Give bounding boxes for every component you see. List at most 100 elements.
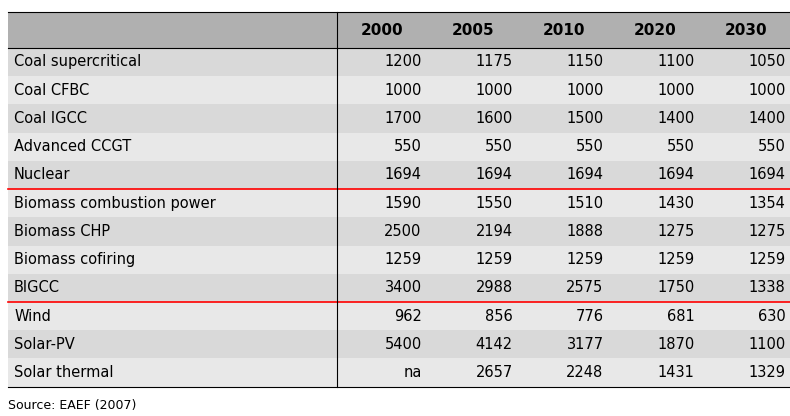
Bar <box>337 274 428 302</box>
Text: 1259: 1259 <box>385 252 422 267</box>
Bar <box>428 12 519 48</box>
Text: 1338: 1338 <box>749 280 785 295</box>
Bar <box>519 245 610 274</box>
Text: 5400: 5400 <box>385 337 422 352</box>
Text: Coal CFBC: Coal CFBC <box>14 83 89 98</box>
Text: 550: 550 <box>758 139 785 154</box>
Bar <box>610 161 701 189</box>
Bar <box>8 48 337 76</box>
Text: 1354: 1354 <box>749 196 785 210</box>
Bar <box>337 104 428 133</box>
Text: 550: 550 <box>394 139 422 154</box>
Bar <box>610 48 701 76</box>
Bar <box>428 161 519 189</box>
Text: 2020: 2020 <box>634 22 677 37</box>
Bar <box>8 330 337 359</box>
Bar <box>337 48 428 76</box>
Text: 1590: 1590 <box>385 196 422 210</box>
Bar <box>519 161 610 189</box>
Bar <box>701 274 790 302</box>
Text: 1329: 1329 <box>748 365 785 380</box>
Text: Wind: Wind <box>14 309 51 324</box>
Bar <box>8 189 337 217</box>
Bar <box>337 189 428 217</box>
Text: 1510: 1510 <box>566 196 604 210</box>
Bar <box>8 161 337 189</box>
Text: 2000: 2000 <box>361 22 404 37</box>
Bar <box>337 330 428 359</box>
Text: 2005: 2005 <box>452 22 495 37</box>
Bar <box>8 359 337 387</box>
Bar <box>519 12 610 48</box>
Bar <box>428 48 519 76</box>
Bar <box>428 302 519 330</box>
Bar <box>8 104 337 133</box>
Text: Source: EAEF (2007): Source: EAEF (2007) <box>8 399 136 412</box>
Bar <box>701 359 790 387</box>
Bar <box>610 217 701 245</box>
Bar <box>8 76 337 104</box>
Bar <box>428 330 519 359</box>
Bar <box>428 245 519 274</box>
Text: 2657: 2657 <box>476 365 513 380</box>
Text: 630: 630 <box>758 309 785 324</box>
Text: 2194: 2194 <box>476 224 513 239</box>
Text: 2010: 2010 <box>544 22 585 37</box>
Text: 1000: 1000 <box>476 83 513 98</box>
Text: 1259: 1259 <box>657 252 694 267</box>
Text: 550: 550 <box>485 139 513 154</box>
Text: 1259: 1259 <box>476 252 513 267</box>
Text: 3400: 3400 <box>385 280 422 295</box>
Text: na: na <box>404 365 422 380</box>
Bar <box>610 189 701 217</box>
Text: Solar thermal: Solar thermal <box>14 365 114 380</box>
Text: 1275: 1275 <box>748 224 785 239</box>
Bar <box>701 76 790 104</box>
Text: 1870: 1870 <box>657 337 694 352</box>
Text: 1694: 1694 <box>748 167 785 182</box>
Bar <box>428 274 519 302</box>
Text: 776: 776 <box>576 309 604 324</box>
Bar <box>519 330 610 359</box>
Text: 856: 856 <box>485 309 513 324</box>
Text: 681: 681 <box>667 309 694 324</box>
Text: 1431: 1431 <box>657 365 694 380</box>
Bar <box>610 359 701 387</box>
Bar <box>337 302 428 330</box>
Text: 1000: 1000 <box>748 83 785 98</box>
Bar <box>701 48 790 76</box>
Text: 1259: 1259 <box>566 252 604 267</box>
Bar <box>701 104 790 133</box>
Text: 1600: 1600 <box>476 111 513 126</box>
Text: 1750: 1750 <box>657 280 694 295</box>
Bar <box>428 189 519 217</box>
Text: 1050: 1050 <box>748 54 785 69</box>
Bar <box>8 302 337 330</box>
Bar <box>519 76 610 104</box>
Bar <box>701 12 790 48</box>
Text: Biomass cofiring: Biomass cofiring <box>14 252 135 267</box>
Text: 1200: 1200 <box>385 54 422 69</box>
Bar <box>337 76 428 104</box>
Text: 1400: 1400 <box>657 111 694 126</box>
Text: 1694: 1694 <box>385 167 422 182</box>
Text: 1400: 1400 <box>748 111 785 126</box>
Text: 1550: 1550 <box>476 196 513 210</box>
Text: 4142: 4142 <box>476 337 513 352</box>
Bar <box>701 302 790 330</box>
Bar <box>701 133 790 161</box>
Bar <box>519 217 610 245</box>
Text: Advanced CCGT: Advanced CCGT <box>14 139 131 154</box>
Text: 550: 550 <box>667 139 694 154</box>
Bar <box>519 274 610 302</box>
Bar <box>701 217 790 245</box>
Text: 1500: 1500 <box>566 111 604 126</box>
Text: 2248: 2248 <box>566 365 604 380</box>
Bar <box>519 359 610 387</box>
Text: 3177: 3177 <box>566 337 604 352</box>
Bar <box>519 189 610 217</box>
Bar <box>8 12 337 48</box>
Text: Biomass combustion power: Biomass combustion power <box>14 196 216 210</box>
Bar <box>519 302 610 330</box>
Text: 2030: 2030 <box>725 22 768 37</box>
